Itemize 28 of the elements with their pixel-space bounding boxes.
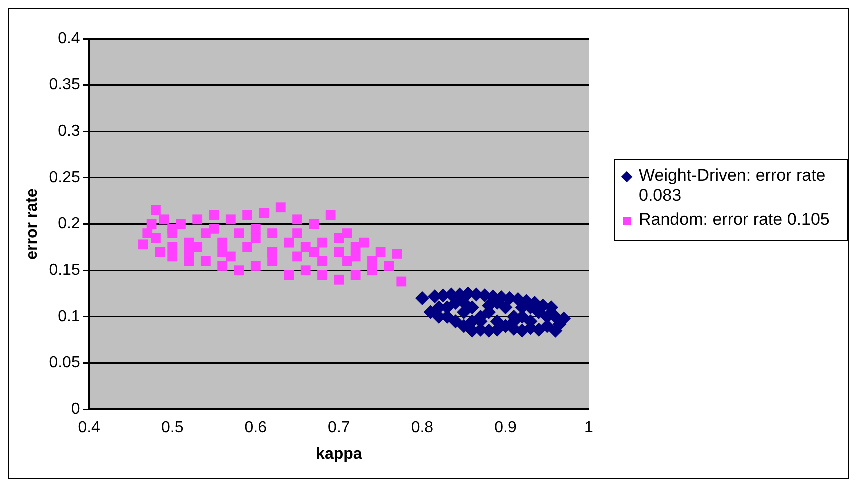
x-tick-label: 0.6 (244, 420, 268, 437)
legend-label: Weight-Driven: error rate 0.083 (639, 166, 827, 206)
x-tick-label: 0.9 (494, 420, 517, 437)
y-tick-label: 0.25 (49, 169, 80, 186)
point (532, 322, 546, 337)
y-tick-label: 0.4 (58, 30, 80, 48)
point (544, 300, 559, 315)
point (498, 300, 513, 315)
x-tick-label: 0.4 (78, 420, 101, 437)
x-tick-label: 0.8 (411, 420, 434, 437)
point (424, 305, 438, 320)
x-tick-label: 0.7 (328, 420, 350, 437)
y-tick-label: 0.1 (58, 308, 80, 326)
point (415, 291, 430, 306)
x-tick-label: 0.5 (161, 420, 184, 437)
point (498, 319, 513, 334)
x-tick-label: 1 (584, 420, 594, 437)
y-tick-label: 0 (71, 401, 80, 418)
y-tick-label: 0.15 (49, 262, 80, 280)
y-tick-label: 0.3 (58, 123, 80, 140)
y-tick-label: 0.35 (49, 76, 80, 94)
legend-label: Random: error rate 0.105 (639, 210, 830, 230)
y-tick-label: 0.05 (49, 354, 80, 372)
point (532, 305, 546, 320)
y-tick-label: 0.2 (58, 216, 80, 233)
y-axis-title: error rate (24, 188, 42, 260)
point (457, 319, 472, 334)
x-axis-title: kappa (316, 446, 362, 463)
